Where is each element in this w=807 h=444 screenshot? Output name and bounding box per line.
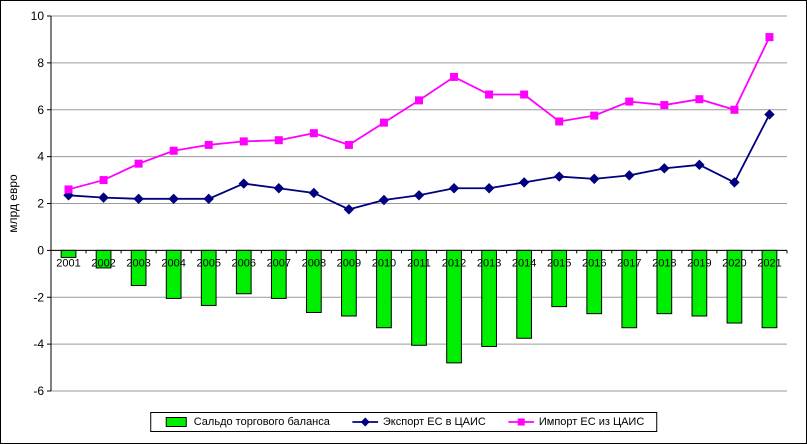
legend-label-balance: Сальдо торгового баланса: [193, 416, 330, 428]
svg-text:-2: -2: [33, 290, 44, 304]
svg-text:2001: 2001: [56, 257, 80, 269]
svg-text:2010: 2010: [372, 257, 396, 269]
svg-text:2016: 2016: [582, 257, 606, 269]
balance-swatch-icon: [163, 416, 189, 428]
svg-text:2020: 2020: [722, 257, 746, 269]
svg-text:2006: 2006: [232, 257, 256, 269]
import-line-square-icon: [507, 416, 534, 428]
svg-text:2012: 2012: [442, 257, 466, 269]
svg-text:2015: 2015: [547, 257, 571, 269]
svg-text:2017: 2017: [617, 257, 641, 269]
legend-item-import: Импорт ЕС из ЦАИС: [507, 416, 645, 428]
legend-label-import: Импорт ЕС из ЦАИС: [538, 416, 645, 428]
svg-text:2011: 2011: [407, 257, 431, 269]
svg-text:2008: 2008: [302, 257, 326, 269]
svg-text:2007: 2007: [267, 257, 291, 269]
legend-item-export: Экспорт ЕС в ЦАИС: [351, 416, 486, 428]
svg-text:6: 6: [37, 103, 44, 117]
svg-text:2019: 2019: [687, 257, 711, 269]
svg-text:млрд евро: млрд евро: [6, 174, 20, 233]
svg-text:2005: 2005: [196, 257, 220, 269]
svg-text:10: 10: [31, 9, 45, 23]
svg-text:-4: -4: [33, 337, 44, 351]
svg-text:2009: 2009: [337, 257, 361, 269]
svg-text:2014: 2014: [512, 257, 536, 269]
svg-text:2018: 2018: [652, 257, 676, 269]
svg-text:2013: 2013: [477, 257, 501, 269]
legend-item-balance: Сальдо торгового баланса: [163, 416, 330, 428]
svg-text:2003: 2003: [126, 257, 150, 269]
svg-text:2002: 2002: [91, 257, 115, 269]
svg-text:2021: 2021: [757, 257, 781, 269]
svg-text:4: 4: [37, 150, 44, 164]
svg-text:2: 2: [37, 197, 44, 211]
svg-text:2004: 2004: [161, 257, 185, 269]
svg-text:8: 8: [37, 56, 44, 70]
legend-label-export: Экспорт ЕС в ЦАИС: [382, 416, 486, 428]
export-line-diamond-icon: [351, 416, 378, 428]
svg-text:-6: -6: [33, 384, 44, 398]
svg-text:0: 0: [37, 243, 44, 257]
chart-legend: Сальдо торгового баланса Экспорт ЕС в ЦА…: [149, 412, 658, 432]
